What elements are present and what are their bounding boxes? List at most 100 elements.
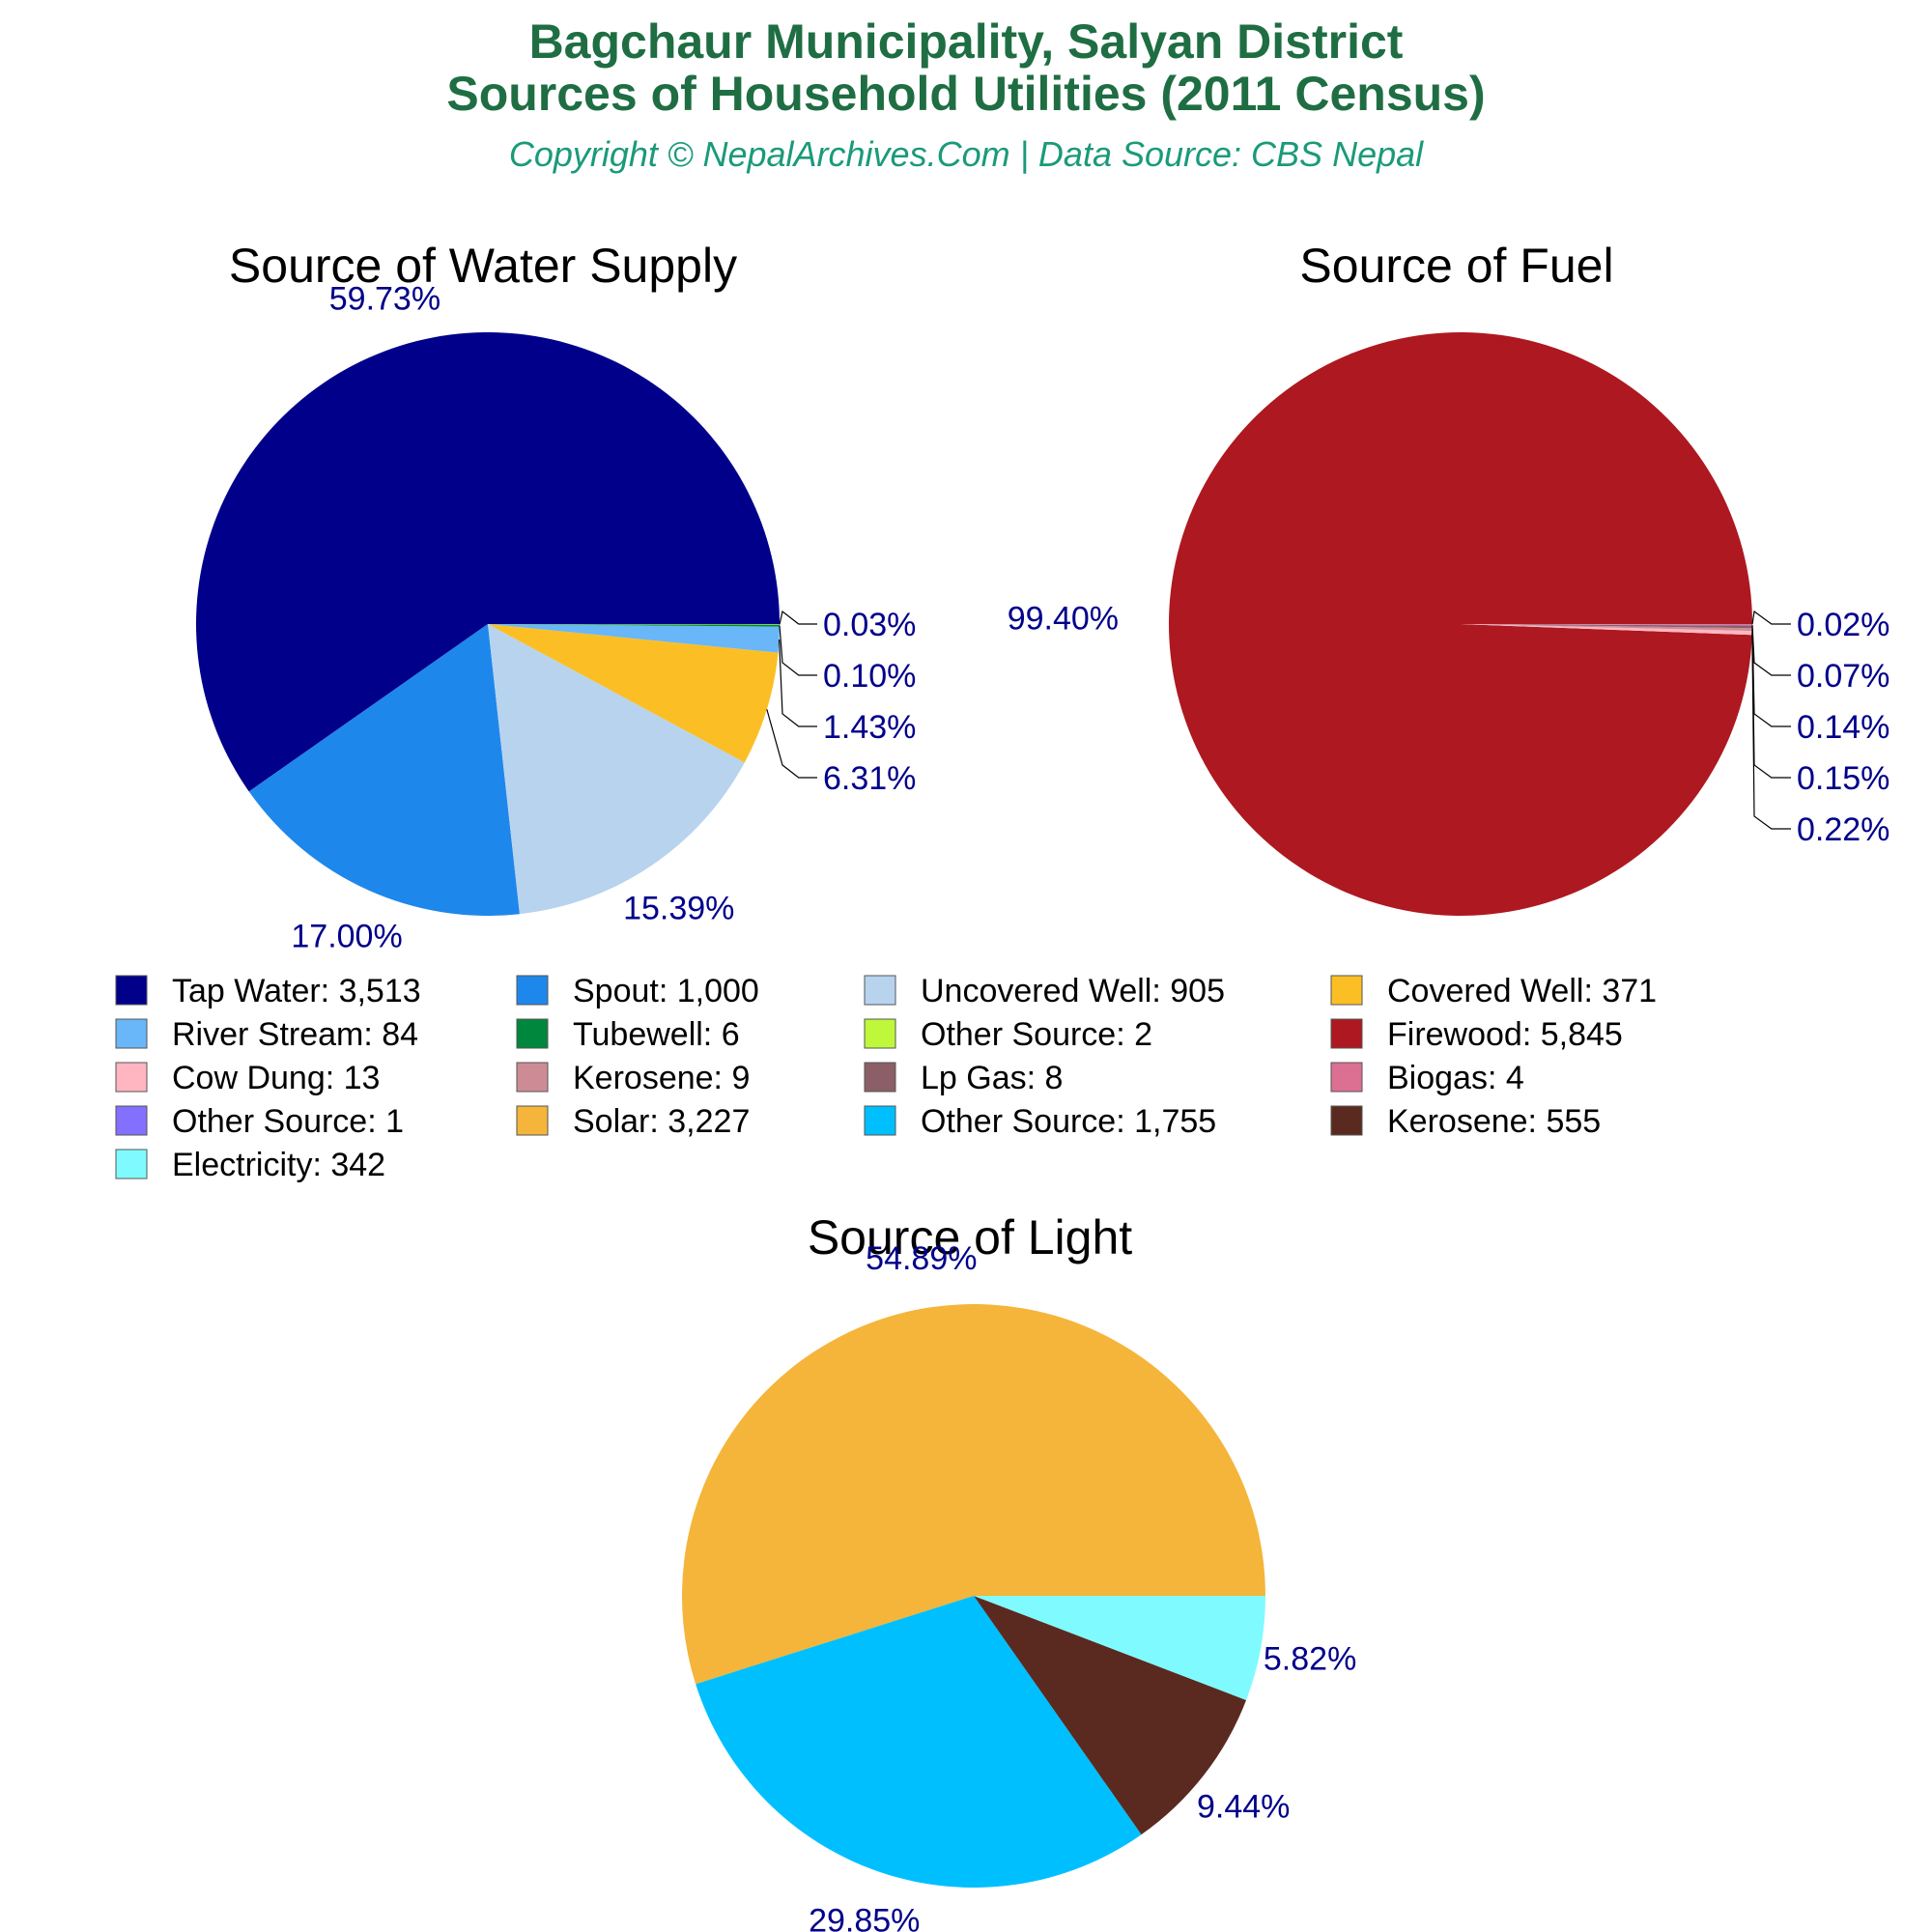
slice-percent-label: 9.44% xyxy=(1197,1789,1290,1826)
slice-percent-label: 0.03% xyxy=(823,607,916,643)
leader-line xyxy=(1751,624,1791,676)
legend-label: Uncovered Well: 905 xyxy=(921,973,1225,1009)
light-chart-title: Source of Light xyxy=(808,1210,1132,1264)
legend-item: Solar: 3,227 xyxy=(516,1103,750,1140)
legend-item: Other Source: 1 xyxy=(115,1103,404,1140)
leader-line xyxy=(779,610,817,625)
pie-slice-uncovered-well xyxy=(488,624,745,915)
legend-swatch xyxy=(115,1062,148,1093)
pie-slice-tap-water xyxy=(196,332,781,792)
pie-slice-lp-gas xyxy=(1461,624,1752,629)
legend-swatch xyxy=(1330,1105,1363,1136)
legend: Tap Water: 3,513 Spout: 1,000 Uncovered We… xyxy=(115,973,1657,1183)
slice-percent-label: 99.40% xyxy=(1008,600,1119,637)
main-title-line1: Bagchaur Municipality, Salyan District xyxy=(529,14,1404,69)
pie-slice-tubewell xyxy=(488,624,780,627)
leader-line xyxy=(1751,626,1791,727)
legend-item: River Stream: 84 xyxy=(115,1016,418,1053)
legend-swatch xyxy=(516,1018,549,1049)
slice-percent-label: 6.31% xyxy=(823,760,916,797)
legend-label: River Stream: 84 xyxy=(172,1016,418,1053)
leader-line xyxy=(1751,610,1791,625)
slice-percent-label: 0.22% xyxy=(1797,811,1889,848)
pie-charts: 0.03%0.10%1.43%6.31%59.73%17.00%15.39%0.… xyxy=(196,280,1889,1932)
water-chart-title: Source of Water Supply xyxy=(229,239,737,293)
main-title-line2: Sources of Household Utilities (2011 Cen… xyxy=(446,67,1485,121)
slice-percent-label: 0.10% xyxy=(823,658,916,695)
leader-line xyxy=(1751,629,1791,779)
legend-item: Electricity: 342 xyxy=(115,1147,385,1183)
slice-percent-label: 5.82% xyxy=(1264,1640,1356,1677)
legend-label: Solar: 3,227 xyxy=(573,1103,750,1140)
legend-label: Biogas: 4 xyxy=(1387,1060,1524,1096)
legend-item: Covered Well: 371 xyxy=(1330,973,1657,1009)
legend-label: Cow Dung: 13 xyxy=(172,1060,380,1096)
legend-label: Lp Gas: 8 xyxy=(921,1060,1063,1096)
legend-item: Tap Water: 3,513 xyxy=(115,973,421,1009)
legend-swatch xyxy=(864,1062,896,1093)
legend-label: Tap Water: 3,513 xyxy=(172,973,421,1009)
legend-item: Kerosene: 555 xyxy=(1330,1103,1601,1140)
leader-line xyxy=(778,639,817,727)
pie-slice-cow-dung xyxy=(1461,624,1752,636)
legend-item: Spout: 1,000 xyxy=(516,973,759,1009)
slice-percent-label: 54.89% xyxy=(866,1240,977,1277)
legend-label: Other Source: 1 xyxy=(172,1103,404,1140)
legend-item: Other Source: 2 xyxy=(864,1016,1152,1053)
legend-item: Lp Gas: 8 xyxy=(864,1060,1063,1096)
legend-swatch xyxy=(115,975,148,1006)
slice-percent-label: 59.73% xyxy=(329,280,440,317)
legend-item: Other Source: 1,755 xyxy=(864,1103,1216,1140)
legend-swatch xyxy=(115,1149,148,1179)
slice-percent-label: 0.02% xyxy=(1797,607,1889,643)
legend-label: Electricity: 342 xyxy=(172,1147,385,1183)
legend-label: Kerosene: 555 xyxy=(1387,1103,1601,1140)
legend-swatch xyxy=(1330,1018,1363,1049)
pie-slice-kerosene xyxy=(1461,624,1752,632)
legend-swatch xyxy=(516,1062,549,1093)
legend-label: Kerosene: 9 xyxy=(573,1060,750,1096)
legend-swatch xyxy=(1330,1062,1363,1093)
legend-item: Tubewell: 6 xyxy=(516,1016,740,1053)
slice-percent-label: 0.15% xyxy=(1797,760,1889,797)
legend-swatch xyxy=(115,1105,148,1136)
slice-percent-label: 0.07% xyxy=(1797,658,1889,695)
legend-item: Cow Dung: 13 xyxy=(115,1060,380,1096)
legend-swatch xyxy=(864,1105,896,1136)
legend-label: Covered Well: 371 xyxy=(1387,973,1657,1009)
slice-percent-label: 17.00% xyxy=(291,919,402,955)
subtitle: Copyright © NepalArchives.Com | Data Sou… xyxy=(509,134,1424,174)
pie-slice-kerosene xyxy=(974,1596,1247,1835)
pie-slice-solar xyxy=(682,1303,1265,1685)
legend-swatch xyxy=(115,1018,148,1049)
legend-label: Other Source: 1,755 xyxy=(921,1103,1216,1140)
pie-slice-spout xyxy=(248,624,520,916)
leader-line xyxy=(779,625,817,676)
light-pie: 54.89% 29.85% 9.44% 5.82% xyxy=(682,1240,1356,1932)
pie-slice-river-stream xyxy=(488,624,780,653)
pie-slice-firewood xyxy=(1168,332,1752,917)
slice-percent-label: 15.39% xyxy=(623,891,734,927)
legend-swatch xyxy=(864,1018,896,1049)
leader-line xyxy=(766,709,817,779)
fuel-chart-title: Source of Fuel xyxy=(1299,239,1613,293)
legend-swatch xyxy=(516,1105,549,1136)
legend-label: Spout: 1,000 xyxy=(573,973,759,1009)
legend-label: Tubewell: 6 xyxy=(573,1016,740,1053)
pie-slice-other-source xyxy=(488,624,780,625)
pie-slice-other-source xyxy=(696,1596,1142,1888)
legend-label: Firewood: 5,845 xyxy=(1387,1016,1623,1053)
legend-swatch xyxy=(1330,975,1363,1006)
pie-slice-covered-well xyxy=(488,624,779,763)
fuel-pie: 0.02% 0.07% 0.14% 0.15% 0.22% 99.40% xyxy=(1008,332,1889,917)
water-pie: 0.03% 0.10% 1.43% 6.31% 59.73% 17.00% 15.39% xyxy=(196,280,916,955)
slice-percent-label: 1.43% xyxy=(823,709,916,746)
pie-slice-biogas xyxy=(1461,624,1752,626)
leader-line xyxy=(1751,633,1791,830)
pie-slice-electricity xyxy=(974,1596,1265,1700)
legend-item: Kerosene: 9 xyxy=(516,1060,750,1096)
legend-swatch xyxy=(864,975,896,1006)
slice-percent-label: 0.14% xyxy=(1797,709,1889,746)
legend-swatch xyxy=(516,975,549,1006)
